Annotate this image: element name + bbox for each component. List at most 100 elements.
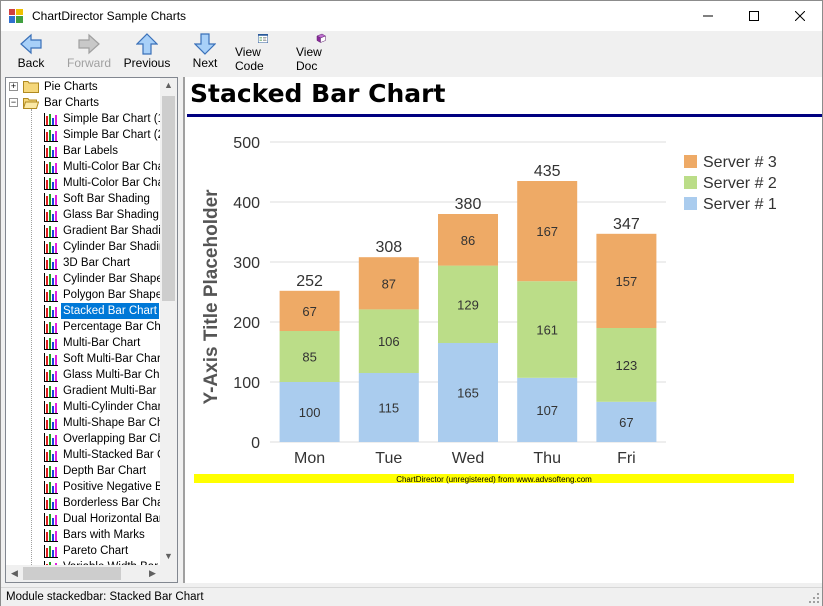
bar-chart-icon xyxy=(44,193,58,206)
y-tick-label: 200 xyxy=(233,315,260,332)
view-doc-label: View Doc xyxy=(296,45,322,73)
tree-item-label: Positive Negative Ba xyxy=(63,481,170,493)
scroll-corner xyxy=(160,565,177,582)
status-text: Module stackedbar: Stacked Bar Chart xyxy=(6,591,204,603)
tree-item-label: Glass Multi-Bar Chart xyxy=(63,369,173,381)
bar-chart-icon xyxy=(44,145,58,158)
close-button[interactable] xyxy=(777,1,823,31)
expand-icon[interactable]: + xyxy=(9,81,18,91)
scroll-down-icon[interactable]: ▼ xyxy=(164,551,173,561)
next-label: Next xyxy=(192,56,218,70)
tree-item-label: Gradient Bar Shading xyxy=(63,225,174,237)
bar-chart-icon xyxy=(44,433,58,446)
forward-button[interactable]: Forward xyxy=(65,33,113,73)
watermark-strip xyxy=(194,474,794,483)
back-button[interactable]: Back xyxy=(11,33,51,73)
scroll-right-icon[interactable]: ▶ xyxy=(149,568,156,578)
bar-chart-icon xyxy=(44,369,58,382)
minimize-icon xyxy=(703,15,713,17)
collapse-icon[interactable]: − xyxy=(9,97,18,107)
bar-chart-icon xyxy=(44,529,58,542)
tree-folder-label: Bar Charts xyxy=(44,97,99,109)
bar-value-label: 107 xyxy=(536,403,558,418)
open-folder-icon xyxy=(23,98,39,109)
x-tick-label: Fri xyxy=(617,450,636,467)
view-doc-button[interactable]: View Doc xyxy=(296,33,346,73)
bar-chart-icon xyxy=(44,177,58,190)
forward-arrow-icon xyxy=(78,33,100,55)
tree-horizontal-scrollbar[interactable]: ◀ ▶ xyxy=(6,565,161,582)
view-code-button[interactable]: View Code xyxy=(235,33,291,73)
sample-tree[interactable]: + Pie Charts − Bar Charts Simple Bar Chart (… xyxy=(5,77,178,583)
bar-total-label: 380 xyxy=(455,196,482,213)
bar-total-label: 252 xyxy=(296,273,323,290)
tree-item-label: Pareto Chart xyxy=(63,545,129,557)
y-axis-title: Y-Axis Title Placeholder xyxy=(201,189,222,405)
minimize-button[interactable] xyxy=(685,1,731,31)
x-tick-label: Wed xyxy=(452,450,485,467)
tree-item-label: Depth Bar Chart xyxy=(63,465,147,477)
bar-segment xyxy=(279,290,340,331)
bar-segment xyxy=(358,373,419,442)
bar-chart-icon xyxy=(44,337,58,350)
code-listing-icon xyxy=(258,34,268,43)
tree-folder-label: Pie Charts xyxy=(44,81,98,93)
bar-chart-icon xyxy=(44,545,58,558)
next-button[interactable]: Next xyxy=(188,33,222,73)
previous-button[interactable]: Previous xyxy=(123,33,171,73)
bar-segment xyxy=(438,214,498,266)
tree-item-label: Cylinder Bar Shading xyxy=(63,241,172,253)
maximize-button[interactable] xyxy=(731,1,777,31)
tree-item-label: Multi-Shape Bar Cha xyxy=(63,417,170,429)
down-arrow-icon xyxy=(194,33,216,55)
tree-item-label: Bars with Marks xyxy=(63,529,145,541)
tree-item-label: Simple Bar Chart (1) xyxy=(63,113,168,125)
up-arrow-icon xyxy=(136,33,158,55)
bar-segment xyxy=(438,343,498,442)
back-arrow-icon xyxy=(20,33,42,55)
bar-segment xyxy=(596,233,657,328)
tree-item-label: Percentage Bar Char xyxy=(63,321,172,333)
bar-segment xyxy=(279,331,340,382)
tree-item-label: Dual Horizontal Bar C xyxy=(63,513,175,525)
tree-vertical-scroll-thumb[interactable] xyxy=(162,96,175,301)
tree-vertical-scrollbar[interactable]: ▲ ▼ xyxy=(160,78,177,565)
y-tick-label: 100 xyxy=(233,375,260,392)
bar-chart-icon xyxy=(44,257,58,270)
status-bar: Module stackedbar: Stacked Bar Chart xyxy=(1,587,822,606)
tree-item-label: Multi-Color Bar Chart xyxy=(63,177,171,189)
tree-item-label: Borderless Bar Chart xyxy=(63,497,171,509)
bar-segment xyxy=(438,265,498,343)
bar-chart-icon xyxy=(44,321,58,334)
tree-item-label: Multi-Stacked Bar Ch xyxy=(63,449,172,461)
bar-segment xyxy=(596,328,657,402)
watermark-text: ChartDirector (unregistered) from www.ad… xyxy=(396,475,592,484)
close-icon xyxy=(795,11,805,21)
stacked-bar-chart: 0 100 200 300 400 500 Y-Axis Title Placeholder… xyxy=(194,135,794,484)
bar-chart-icon xyxy=(44,113,58,126)
tree-item-label: 3D Bar Chart xyxy=(63,257,131,269)
legend-swatch xyxy=(684,197,697,210)
bar-chart-icon xyxy=(44,289,58,302)
bar-value-label: 106 xyxy=(378,334,400,349)
bar-chart-icon xyxy=(44,497,58,510)
page-title: Stacked Bar Chart xyxy=(190,79,446,108)
tree-item-label: Multi-Cylinder Chart xyxy=(63,401,165,413)
tree-guide-line xyxy=(31,109,32,573)
resize-grip-icon[interactable] xyxy=(808,592,820,604)
y-tick-label: 0 xyxy=(251,435,260,452)
scroll-left-icon[interactable]: ◀ xyxy=(11,568,18,578)
legend-swatch xyxy=(684,176,697,189)
bar-segment xyxy=(517,281,578,378)
app-icon xyxy=(9,9,23,23)
tree-horizontal-scroll-thumb[interactable] xyxy=(23,567,121,580)
tree-item-label: Overlapping Bar Cha xyxy=(63,433,171,445)
maximize-icon xyxy=(749,11,759,21)
back-label: Back xyxy=(17,56,45,70)
bar-segment xyxy=(517,181,578,282)
tree-item-label: Simple Bar Chart (2) xyxy=(63,129,168,141)
scroll-up-icon[interactable]: ▲ xyxy=(164,80,173,90)
tree-item-label: Stacked Bar Chart xyxy=(61,303,159,319)
bar-chart-icon xyxy=(44,241,58,254)
bar-chart-icon xyxy=(44,129,58,142)
